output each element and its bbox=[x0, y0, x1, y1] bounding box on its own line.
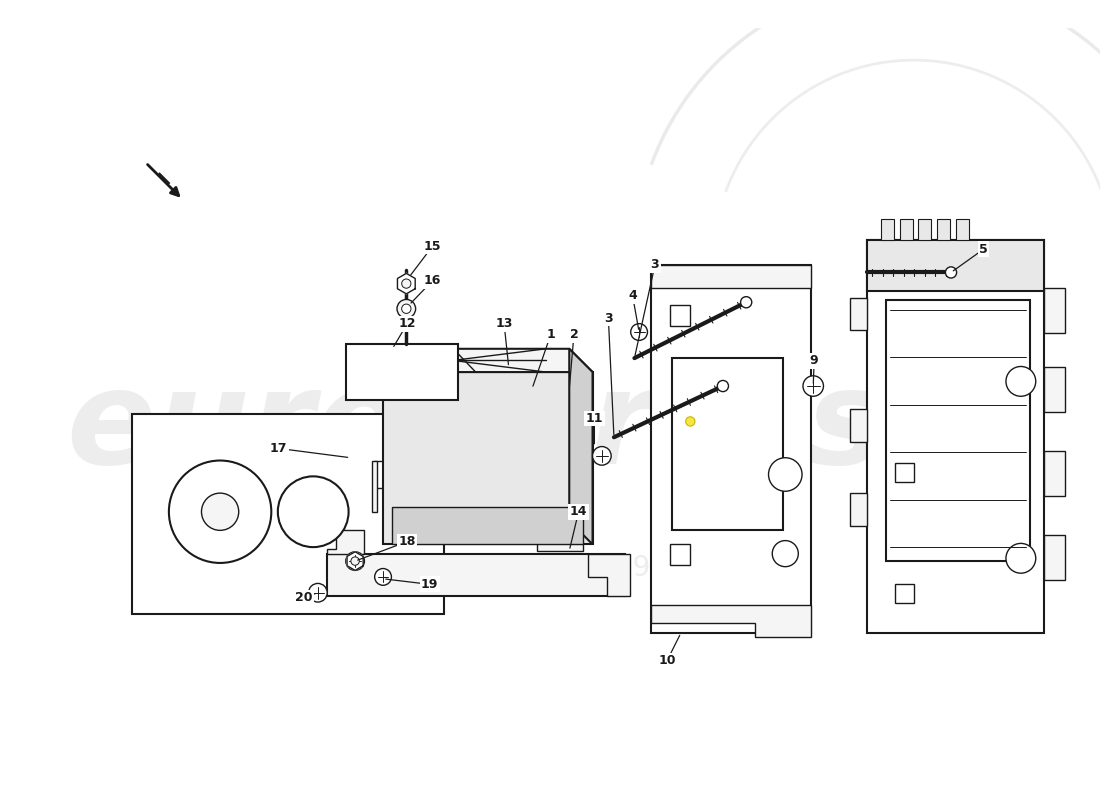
Bar bbox=[850, 493, 867, 526]
Circle shape bbox=[402, 304, 411, 314]
Text: a passion for parts since 1985: a passion for parts since 1985 bbox=[266, 554, 686, 582]
Text: 3: 3 bbox=[604, 311, 613, 325]
Bar bbox=[881, 219, 894, 240]
Circle shape bbox=[278, 476, 349, 547]
Polygon shape bbox=[383, 372, 593, 544]
Text: europartes: europartes bbox=[66, 365, 886, 491]
Bar bbox=[1044, 367, 1065, 412]
Text: 13: 13 bbox=[495, 317, 513, 330]
Circle shape bbox=[345, 552, 364, 570]
Bar bbox=[372, 461, 377, 512]
Circle shape bbox=[351, 557, 360, 566]
Polygon shape bbox=[587, 554, 630, 595]
Polygon shape bbox=[651, 265, 812, 633]
Text: 9: 9 bbox=[810, 354, 818, 367]
Polygon shape bbox=[570, 349, 593, 544]
Circle shape bbox=[375, 569, 392, 586]
Text: 1: 1 bbox=[547, 328, 556, 342]
Text: 5: 5 bbox=[979, 242, 988, 256]
Bar bbox=[345, 344, 458, 400]
Polygon shape bbox=[132, 414, 443, 614]
Polygon shape bbox=[651, 605, 812, 638]
Circle shape bbox=[593, 446, 612, 465]
Circle shape bbox=[1006, 543, 1036, 573]
Polygon shape bbox=[537, 530, 583, 551]
Circle shape bbox=[397, 299, 416, 318]
Text: 3: 3 bbox=[650, 258, 659, 271]
Text: 4: 4 bbox=[628, 290, 637, 302]
Bar bbox=[1044, 451, 1065, 496]
Circle shape bbox=[772, 541, 799, 566]
Text: 17: 17 bbox=[270, 442, 287, 455]
Text: 19: 19 bbox=[421, 578, 438, 591]
Bar bbox=[937, 219, 950, 240]
Bar bbox=[867, 240, 1044, 291]
Bar bbox=[393, 507, 583, 544]
Text: 16: 16 bbox=[424, 274, 441, 287]
Circle shape bbox=[1006, 366, 1036, 396]
Text: 12: 12 bbox=[398, 317, 416, 330]
Bar bbox=[374, 461, 401, 489]
Bar bbox=[670, 544, 691, 565]
Bar bbox=[918, 219, 932, 240]
Circle shape bbox=[402, 279, 411, 288]
Text: 14: 14 bbox=[570, 506, 587, 518]
Circle shape bbox=[740, 297, 751, 308]
Bar bbox=[895, 463, 914, 482]
Text: 2: 2 bbox=[570, 328, 579, 342]
Bar bbox=[886, 300, 1031, 561]
Circle shape bbox=[309, 583, 327, 602]
Bar bbox=[850, 298, 867, 330]
Text: 15: 15 bbox=[424, 240, 441, 253]
Bar bbox=[1044, 535, 1065, 580]
Text: 18: 18 bbox=[398, 535, 416, 548]
Circle shape bbox=[201, 493, 239, 530]
Text: 11: 11 bbox=[585, 412, 603, 425]
Circle shape bbox=[169, 461, 272, 563]
Bar bbox=[670, 305, 691, 326]
Polygon shape bbox=[402, 414, 443, 493]
Polygon shape bbox=[867, 240, 1044, 633]
Circle shape bbox=[685, 417, 695, 426]
Circle shape bbox=[630, 324, 648, 341]
Circle shape bbox=[769, 458, 802, 491]
Bar bbox=[956, 219, 969, 240]
Text: 20: 20 bbox=[295, 591, 312, 604]
Bar bbox=[900, 219, 913, 240]
Text: 10: 10 bbox=[658, 654, 675, 667]
Bar bbox=[895, 584, 914, 603]
Polygon shape bbox=[327, 530, 364, 554]
Polygon shape bbox=[360, 349, 593, 372]
Polygon shape bbox=[327, 554, 625, 595]
Polygon shape bbox=[651, 265, 812, 288]
Circle shape bbox=[945, 267, 957, 278]
Polygon shape bbox=[346, 552, 363, 570]
Bar bbox=[672, 358, 783, 530]
Circle shape bbox=[717, 381, 728, 392]
Bar bbox=[1044, 288, 1065, 333]
Circle shape bbox=[803, 376, 824, 396]
Bar bbox=[850, 410, 867, 442]
Polygon shape bbox=[397, 274, 415, 294]
